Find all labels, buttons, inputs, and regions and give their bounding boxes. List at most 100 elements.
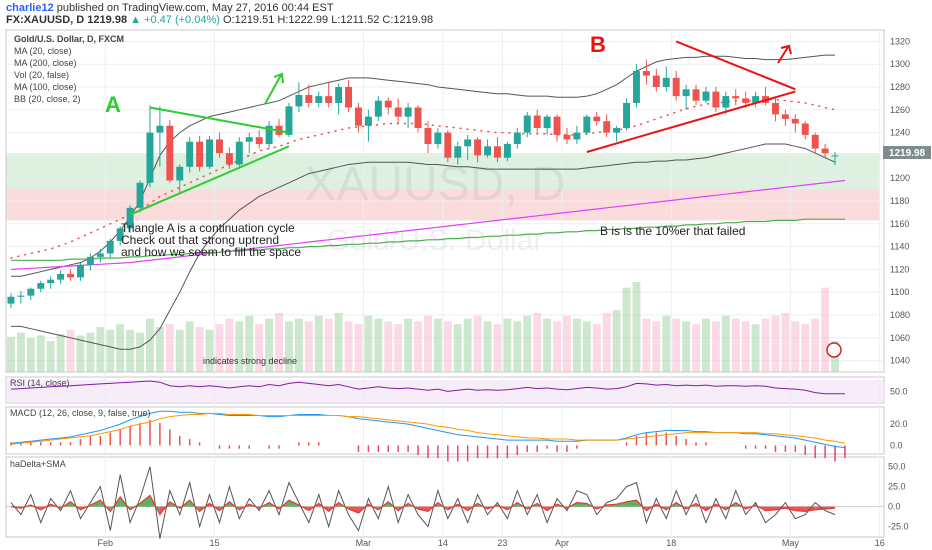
note-a-line: Check out that strong uptrend <box>121 233 279 247</box>
y-tick-label: 1180 <box>890 196 909 206</box>
candle-body <box>553 116 561 135</box>
candle <box>275 118 283 138</box>
note-b: B is is the 10%er that failed <box>600 224 745 238</box>
candle <box>404 102 412 129</box>
candle <box>315 91 323 108</box>
volume-bar <box>225 318 234 372</box>
candle-body <box>354 107 362 126</box>
volume-bar <box>453 324 462 372</box>
volume-bar <box>692 324 701 372</box>
volume-bar <box>384 321 393 372</box>
volume-bar <box>404 318 413 372</box>
candle <box>17 291 25 304</box>
triangle-a-breakout-arrow <box>264 72 284 105</box>
macd-tick-label: 0.0 <box>890 440 903 450</box>
candle <box>771 98 779 122</box>
note-decline: indicates strong decline <box>203 356 297 366</box>
candle-body <box>156 125 164 133</box>
volume-bar <box>205 329 214 372</box>
candle <box>126 205 134 233</box>
volume-bar <box>493 324 502 372</box>
candle-body <box>722 96 730 108</box>
volume-bar <box>443 321 452 372</box>
volume-bar <box>553 321 562 372</box>
candle-body <box>752 96 760 103</box>
note-a-line: and how we seem to fill the space <box>121 245 301 259</box>
symbol-title[interactable]: FX:XAUUSD, D <box>6 14 85 26</box>
candle-body <box>67 273 75 278</box>
candle-body <box>17 295 25 297</box>
candle-body <box>771 102 779 115</box>
volume-bar <box>136 332 145 372</box>
volume-bar <box>622 287 631 372</box>
candle <box>434 128 442 149</box>
volume-bar <box>284 321 293 372</box>
candle <box>76 262 84 281</box>
candle-body <box>593 116 601 122</box>
candle-body <box>503 144 511 158</box>
volume-bar <box>265 318 274 372</box>
candle-body <box>583 116 591 133</box>
volume-bar <box>543 318 552 372</box>
volume-bar <box>821 287 830 372</box>
x-tick-label: Apr <box>555 538 569 548</box>
volume-bar <box>195 327 204 372</box>
candle <box>235 137 243 170</box>
volume-bar <box>701 318 710 372</box>
volume-bar <box>503 318 512 372</box>
candle-body <box>126 207 134 229</box>
ha-tick-label: -25.0 <box>888 522 909 532</box>
candle-body <box>652 75 660 87</box>
ha-sma-area <box>229 501 240 510</box>
candle <box>513 128 521 149</box>
x-tick-label: Feb <box>98 538 114 548</box>
candle-body <box>245 137 253 142</box>
candle-body <box>474 139 482 156</box>
volume-bar <box>731 318 740 372</box>
candle-body <box>225 153 233 165</box>
candle <box>215 132 223 158</box>
volume-bar <box>423 315 432 372</box>
candle-body <box>712 91 720 108</box>
candle <box>821 144 829 158</box>
news-flag-icon[interactable] <box>826 342 842 358</box>
candle <box>573 125 581 144</box>
watermark-symbol: XAUUSD, D <box>304 158 565 211</box>
candle-body <box>513 132 521 144</box>
candle <box>146 105 154 188</box>
candle <box>156 106 164 167</box>
candle <box>305 84 313 108</box>
legend-item: Vol (20, false) <box>14 70 69 80</box>
volume-bar <box>801 324 810 372</box>
candle-body <box>235 141 243 165</box>
candle <box>37 280 45 293</box>
candle <box>27 287 35 301</box>
candle-body <box>642 71 650 76</box>
volume-bar <box>632 282 641 372</box>
author-name[interactable]: charlie12 <box>6 2 54 14</box>
candle <box>553 114 561 142</box>
x-tick-label: 23 <box>497 538 507 548</box>
candle <box>414 105 422 133</box>
candle <box>166 120 174 183</box>
volume-bar <box>741 321 750 372</box>
y-tick-label: 1100 <box>890 287 909 297</box>
last-price: 1219.98 <box>87 14 128 26</box>
candle <box>384 97 392 115</box>
candle-body <box>801 123 809 135</box>
candle <box>801 121 809 140</box>
candle <box>652 68 660 92</box>
candle <box>374 96 382 122</box>
candle <box>781 109 789 126</box>
candle <box>196 136 204 172</box>
candle <box>692 84 700 106</box>
ha-sma-area <box>199 503 210 512</box>
candle-body <box>603 121 611 133</box>
volume-bar <box>26 338 35 372</box>
candle <box>424 121 432 154</box>
volume-bar <box>16 332 25 372</box>
pane-border <box>5 406 885 455</box>
candle-body <box>672 77 680 97</box>
candle-body <box>186 141 194 167</box>
